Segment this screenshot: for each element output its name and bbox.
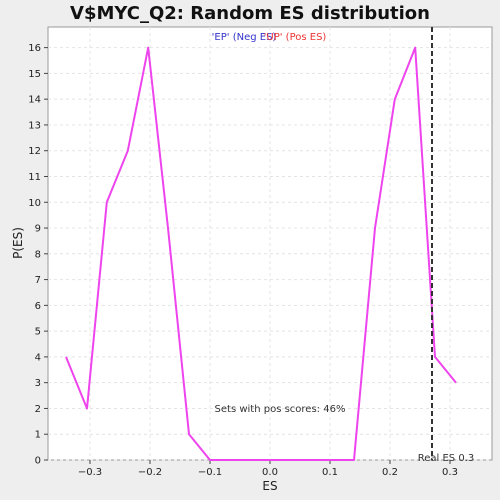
legend-entry-up: 'UP' (Pos ES) — [264, 32, 327, 43]
series-layer — [65, 46, 457, 461]
x-tick-label: 0.1 — [322, 467, 338, 478]
grid — [48, 27, 492, 461]
y-tick-label: 7 — [35, 275, 41, 286]
y-tick-label: 2 — [35, 404, 41, 415]
legend: 'EP' (Neg ES) 'UP' (Pos ES) — [212, 32, 327, 43]
y-tick-label: 14 — [28, 95, 41, 106]
real-es-label: Real ES 0.3 — [418, 453, 474, 464]
x-tick-label: −0.3 — [78, 467, 102, 478]
y-tick-label: 4 — [35, 352, 41, 363]
y-axis-label: P(ES) — [11, 227, 25, 259]
y-tick-label: 13 — [28, 120, 41, 131]
y-tick-label: 8 — [35, 249, 41, 260]
series-line — [65, 46, 457, 461]
y-tick-label: 5 — [35, 327, 41, 338]
y-tick-label: 3 — [35, 378, 41, 389]
y-tick-label: 11 — [28, 172, 41, 183]
y-tick-label: 0 — [35, 456, 41, 467]
x-tick-label: −0.1 — [198, 467, 222, 478]
x-tick-label: 0.3 — [442, 467, 458, 478]
x-axis-label: ES — [262, 479, 277, 493]
y-tick-label: 6 — [35, 301, 41, 312]
y-tick-label: 12 — [28, 146, 41, 157]
x-tick-label: 0.2 — [382, 467, 398, 478]
pos-scores-annotation: Sets with pos scores: 46% — [215, 404, 346, 415]
x-tick-label: 0.0 — [262, 467, 278, 478]
y-tick-label: 10 — [28, 198, 41, 209]
y-tick-label: 16 — [28, 43, 41, 54]
chart-title: V$MYC_Q2: Random ES distribution — [70, 3, 430, 24]
legend-entry-ep: 'EP' (Neg ES) — [212, 32, 277, 43]
y-tick-label: 1 — [35, 430, 41, 441]
y-tick-label: 9 — [35, 224, 41, 235]
y-tick-label: 15 — [28, 69, 41, 80]
x-tick-label: −0.2 — [138, 467, 162, 478]
